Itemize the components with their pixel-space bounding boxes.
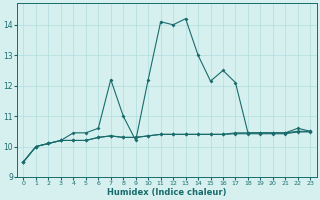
X-axis label: Humidex (Indice chaleur): Humidex (Indice chaleur): [107, 188, 227, 197]
